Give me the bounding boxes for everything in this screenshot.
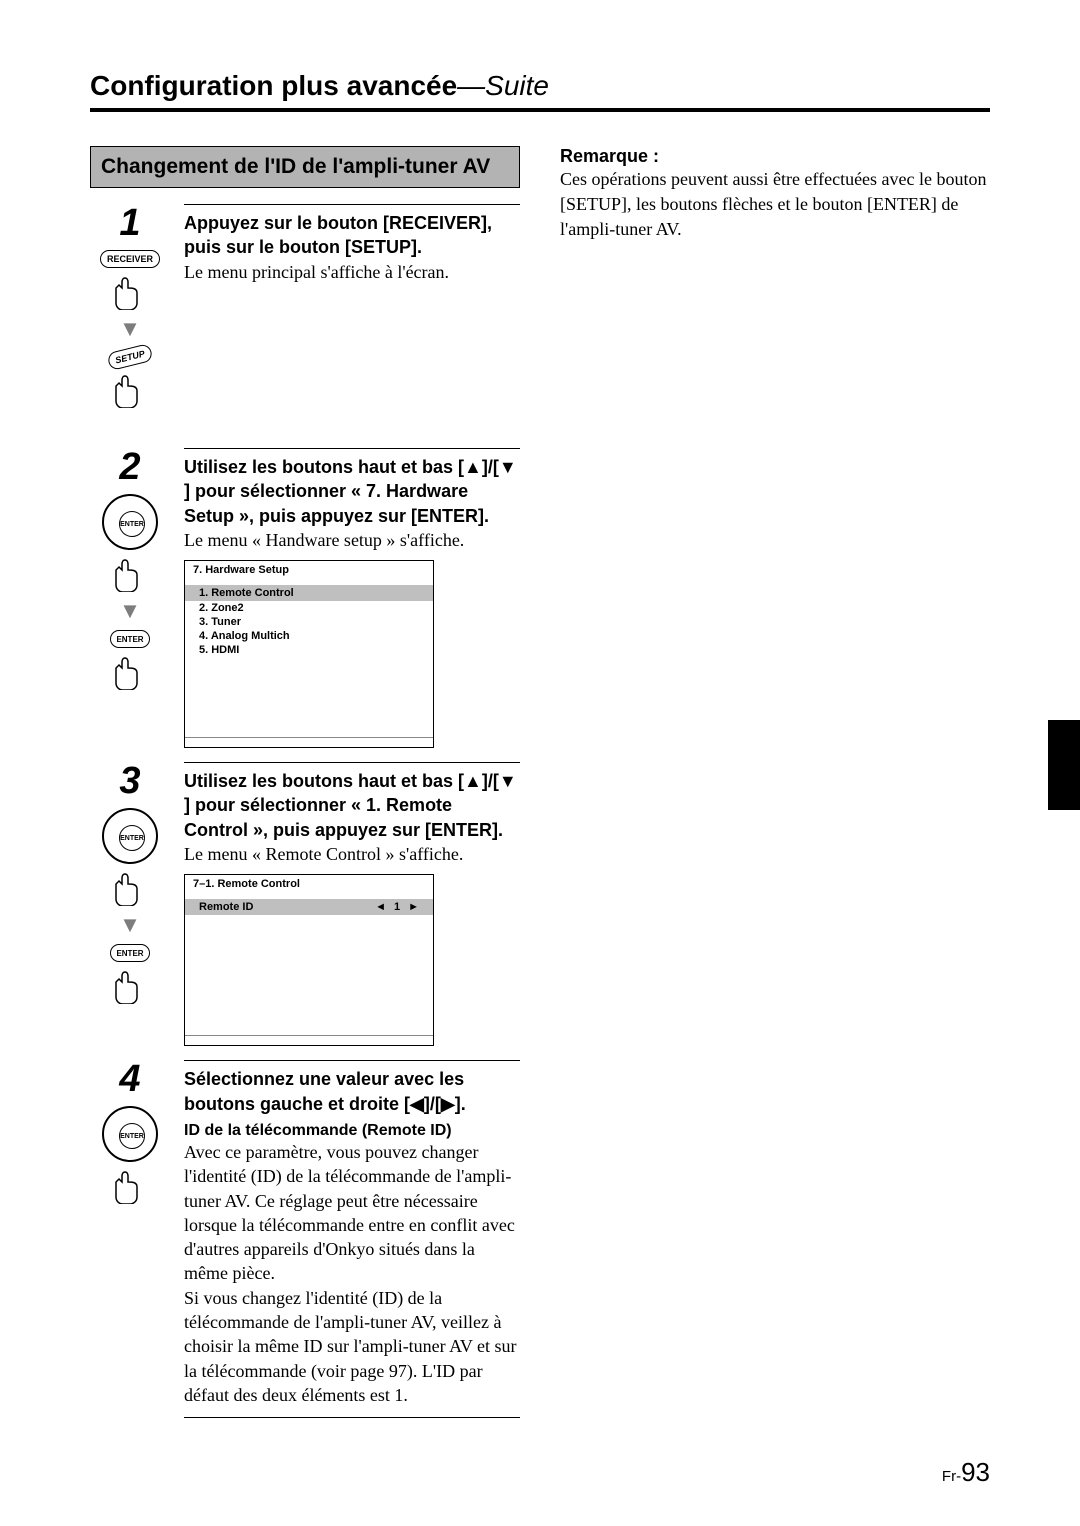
step-4: 4 ENTER Sélectionnez une valeur avec les… <box>90 1060 520 1424</box>
step-rule <box>184 1060 520 1061</box>
up-triangle-icon: ▲ <box>464 455 482 479</box>
t: ]/[ <box>424 1094 441 1114</box>
step-end-rule <box>184 1417 520 1418</box>
t: ]. <box>455 1094 466 1114</box>
page-header: Configuration plus avancée—Suite <box>90 70 990 102</box>
step-rule <box>184 762 520 763</box>
down-triangle-icon: ▼ <box>499 769 517 793</box>
hand-icon <box>113 870 147 906</box>
left-column: Changement de l'ID de l'ampli-tuner AV 1… <box>90 146 520 1434</box>
right-column: Remarque : Ces opérations peuvent aussi … <box>560 146 990 1434</box>
menu-item: 5. HDMI <box>185 643 433 657</box>
menu-item-selected: 1. Remote Control <box>185 585 433 601</box>
header-suffix: —Suite <box>457 70 549 101</box>
hand-icon <box>113 274 147 310</box>
left-arrow-icon: ◄ <box>375 901 386 913</box>
columns: Changement de l'ID de l'ampli-tuner AV 1… <box>90 146 990 1434</box>
nav-pad-icon: ENTER <box>102 494 158 550</box>
enter-button-icon: ENTER <box>110 944 149 962</box>
step-1-icon-stack: RECEIVER ▼ SETUP <box>100 250 160 408</box>
step-rule <box>184 204 520 205</box>
step-2-number: 2 <box>119 448 140 486</box>
t: Utilisez les boutons haut et bas [ <box>184 457 464 477</box>
menu-title: 7. Hardware Setup <box>185 561 433 579</box>
hand-icon <box>113 372 147 408</box>
receiver-button-icon: RECEIVER <box>100 250 160 268</box>
nav-pad-icon: ENTER <box>102 808 158 864</box>
step-3-body: Utilisez les boutons haut et bas [▲]/[▼]… <box>184 762 520 1046</box>
row-label: Remote ID <box>199 901 253 913</box>
menu-item: 3. Tuner <box>185 615 433 629</box>
step-3: 3 ENTER ▼ ENTER Utilisez les boutons <box>90 762 520 1046</box>
right-triangle-icon: ▶ <box>441 1092 455 1116</box>
t: ] pour sélectionner « 1. Remote Control … <box>184 795 503 839</box>
step-2-text: Le menu « Handware setup » s'affiche. <box>184 528 520 552</box>
up-triangle-icon: ▲ <box>464 769 482 793</box>
step-4-body: Sélectionnez une valeur avec les boutons… <box>184 1060 520 1424</box>
hand-icon <box>113 1168 147 1204</box>
note-title: Remarque : <box>560 146 990 167</box>
page-num-value: 93 <box>961 1457 990 1487</box>
side-tab <box>1048 720 1080 810</box>
step-1-text: Le menu principal s'affiche à l'écran. <box>184 260 520 284</box>
row-control: ◄ 1 ► <box>375 901 419 913</box>
step-3-icons: 3 ENTER ▼ ENTER <box>90 762 170 1046</box>
page-number: Fr-93 <box>942 1457 990 1488</box>
nav-enter-icon: ENTER <box>119 511 145 537</box>
step-rule <box>184 448 520 449</box>
step-2-icon-stack: ENTER ▼ ENTER <box>102 494 158 690</box>
step-4-icons: 4 ENTER <box>90 1060 170 1424</box>
step-1: 1 RECEIVER ▼ SETUP Appuyez sur le bouton… <box>90 204 520 408</box>
menu-row-remote-id: Remote ID ◄ 1 ► <box>185 899 433 915</box>
arrow-down-icon: ▼ <box>119 316 141 342</box>
step-4-subtitle: ID de la télécommande (Remote ID) <box>184 1122 520 1140</box>
note-text: Ces opérations peuvent aussi être effect… <box>560 167 990 241</box>
header-main: Configuration plus avancée <box>90 70 457 101</box>
down-triangle-icon: ▼ <box>499 455 517 479</box>
hand-icon <box>113 556 147 592</box>
step-4-title: Sélectionnez une valeur avec les boutons… <box>184 1067 520 1116</box>
page: Configuration plus avancée—Suite Changem… <box>0 0 1080 1526</box>
t: ]/[ <box>482 457 499 477</box>
arrow-down-icon: ▼ <box>119 912 141 938</box>
step-1-number: 1 <box>119 204 140 242</box>
step-2-icons: 2 ENTER ▼ ENTER <box>90 448 170 748</box>
step-1-body: Appuyez sur le bouton [RECEIVER], puis s… <box>184 204 520 408</box>
section-title: Changement de l'ID de l'ampli-tuner AV <box>90 146 520 188</box>
step-3-text: Le menu « Remote Control » s'affiche. <box>184 842 520 866</box>
row-value: 1 <box>394 901 400 913</box>
hardware-setup-menu: 7. Hardware Setup 1. Remote Control 2. Z… <box>184 560 434 748</box>
menu-item: 2. Zone2 <box>185 601 433 615</box>
t: ] pour sélectionner « 7. Hardware Setup … <box>184 481 489 525</box>
nav-enter-icon: ENTER <box>119 1123 145 1149</box>
menu-title: 7–1. Remote Control <box>185 875 433 893</box>
step-3-icon-stack: ENTER ▼ ENTER <box>102 808 158 1004</box>
t: Utilisez les boutons haut et bas [ <box>184 771 464 791</box>
step-4-text: Avec ce paramètre, vous pouvez changer l… <box>184 1140 520 1407</box>
header-rule <box>90 108 990 112</box>
t: ]/[ <box>482 771 499 791</box>
hand-icon <box>113 968 147 1004</box>
page-prefix: Fr- <box>942 1468 961 1485</box>
step-4-number: 4 <box>119 1060 140 1098</box>
nav-enter-icon: ENTER <box>119 825 145 851</box>
nav-pad-icon: ENTER <box>102 1106 158 1162</box>
setup-button-icon: SETUP <box>106 343 153 371</box>
enter-button-icon: ENTER <box>110 630 149 648</box>
left-triangle-icon: ◀ <box>410 1092 424 1116</box>
step-4-icon-stack: ENTER <box>102 1106 158 1204</box>
step-2-title: Utilisez les boutons haut et bas [▲]/[▼]… <box>184 455 520 528</box>
step-1-icons: 1 RECEIVER ▼ SETUP <box>90 204 170 408</box>
remote-control-menu: 7–1. Remote Control Remote ID ◄ 1 ► <box>184 874 434 1046</box>
step-2-body: Utilisez les boutons haut et bas [▲]/[▼]… <box>184 448 520 748</box>
hand-icon <box>113 654 147 690</box>
step-2: 2 ENTER ▼ ENTER Utilisez les boutons <box>90 448 520 748</box>
step-1-title: Appuyez sur le bouton [RECEIVER], puis s… <box>184 211 520 260</box>
step-3-title: Utilisez les boutons haut et bas [▲]/[▼]… <box>184 769 520 842</box>
arrow-down-icon: ▼ <box>119 598 141 624</box>
right-arrow-icon: ► <box>408 901 419 913</box>
step-3-number: 3 <box>119 762 140 800</box>
menu-item: 4. Analog Multich <box>185 629 433 643</box>
